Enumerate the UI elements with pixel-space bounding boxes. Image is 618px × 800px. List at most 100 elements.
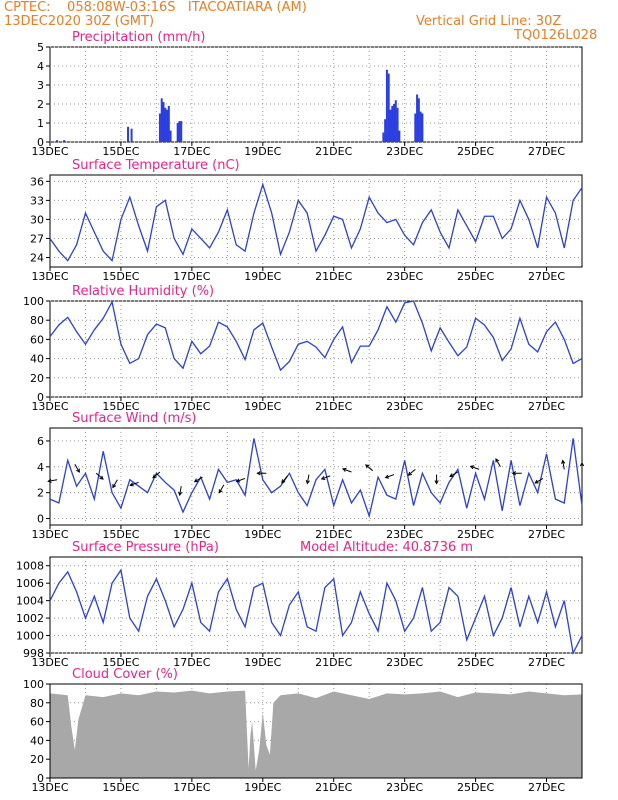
- precip-bar: [389, 109, 392, 142]
- wind-arrow-shaft: [74, 463, 80, 473]
- wind-arrow-head: [342, 467, 347, 472]
- wind-arrow-shaft: [470, 465, 480, 470]
- y-tick-label: 1004: [16, 595, 44, 608]
- x-tick-label: 25DEC: [457, 270, 494, 283]
- wind-arrow: [152, 471, 161, 479]
- wind-arrow-shaft: [281, 475, 289, 484]
- y-tick-label: 1006: [16, 577, 44, 590]
- x-tick-label: 17DEC: [173, 528, 210, 541]
- wind-arrow-head: [449, 473, 454, 477]
- x-tick-label: 19DEC: [244, 656, 281, 669]
- x-tick-label: 15DEC: [102, 656, 139, 669]
- y-tick-label: 1008: [16, 560, 44, 573]
- x-tick-label: 25DEC: [457, 145, 494, 158]
- x-tick-label: 15DEC: [102, 270, 139, 283]
- wind-arrow: [178, 486, 183, 497]
- y-tick-label: 27: [30, 232, 44, 245]
- precip-bar: [127, 126, 130, 142]
- x-tick-label: 23DEC: [386, 400, 423, 413]
- wind-arrow-shaft: [534, 478, 544, 484]
- x-tick-label: 17DEC: [173, 400, 210, 413]
- series-line: [49, 182, 583, 263]
- precip-bar: [416, 94, 419, 142]
- wind-arrow-head: [579, 461, 585, 467]
- precip-bar: [166, 109, 169, 142]
- precip-bar: [160, 98, 163, 142]
- x-tick-label: 21DEC: [315, 656, 352, 669]
- wind-arrow: [305, 474, 310, 485]
- precip-bar: [414, 113, 417, 142]
- y-tick-label: 4: [37, 461, 44, 474]
- wind-arrow: [449, 471, 459, 477]
- y-tick-label: 0: [37, 391, 44, 404]
- panel-frame: [49, 427, 583, 526]
- wind-arrow: [511, 471, 522, 476]
- panel-title: Cloud Cover (%): [72, 667, 178, 682]
- panel-frame: [49, 46, 583, 143]
- panel-1: 0 1 2 3 4 5 13DEC 15DEC 17DEC 19DEC 21DEC 23DEC 25DE…: [31, 30, 583, 158]
- precip-bar: [394, 100, 397, 142]
- y-tick-label: 100: [23, 678, 44, 691]
- x-tick-label: 13DEC: [31, 528, 68, 541]
- precip-bar: [385, 69, 388, 142]
- wind-arrow-head: [434, 480, 439, 485]
- x-tick-label: 19DEC: [244, 145, 281, 158]
- series-line: [49, 568, 583, 656]
- y-tick-label: 30: [30, 213, 44, 226]
- panel-frame: [49, 300, 583, 398]
- y-tick-label: 6: [37, 435, 44, 448]
- wind-arrow: [235, 477, 246, 483]
- wind-arrow: [74, 463, 80, 473]
- wind-arrow: [112, 479, 118, 489]
- precip-bar: [396, 107, 399, 142]
- x-tick-label: 19DEC: [244, 400, 281, 413]
- wind-arrow-head: [534, 479, 539, 484]
- precip-bar: [63, 140, 66, 142]
- x-tick-label: 27DEC: [528, 656, 565, 669]
- x-tick-label: 25DEC: [457, 400, 494, 413]
- y-tick-label: 1002: [16, 612, 44, 625]
- precip-bar: [393, 104, 396, 142]
- y-tick-label: 2: [37, 487, 44, 500]
- x-tick-label: 27DEC: [528, 781, 565, 794]
- precip-bar: [164, 107, 167, 142]
- y-tick-label: 40: [30, 353, 44, 366]
- wind-arrow-head: [495, 458, 500, 463]
- y-tick-label: 20: [30, 372, 44, 385]
- y-tick-label: 4: [37, 60, 44, 73]
- y-tick-label: 2: [37, 98, 44, 111]
- x-tick-label: 21DEC: [315, 145, 352, 158]
- header-station: CPTEC: 058:08W-03:16S ITACOATIARA (AM): [4, 0, 307, 15]
- header-grid-line: Vertical Grid Line: 30Z: [416, 14, 562, 29]
- x-tick-label: 17DEC: [173, 145, 210, 158]
- x-tick-label: 25DEC: [457, 528, 494, 541]
- y-tick-label: 60: [30, 333, 44, 346]
- panel-5: 998 1000 1002 1004 1006 1008 13DEC 15DEC 17DEC 19…: [16, 540, 583, 669]
- wind-arrow-head: [281, 479, 286, 484]
- precip-bar: [178, 121, 181, 142]
- precip-bar: [382, 132, 385, 142]
- precip-bar: [169, 130, 172, 142]
- y-tick-label: 40: [30, 734, 44, 747]
- wind-arrow-head: [384, 474, 390, 479]
- wind-arrow: [365, 464, 374, 472]
- precip-bar: [162, 102, 165, 142]
- y-tick-label: 36: [30, 175, 44, 188]
- y-tick-label: 0: [37, 136, 44, 149]
- wind-arrow-shaft: [95, 472, 104, 480]
- wind-arrow-shaft: [562, 460, 565, 470]
- x-tick-label: 13DEC: [31, 145, 68, 158]
- wind-arrow-shaft: [321, 475, 331, 480]
- x-tick-label: 27DEC: [528, 400, 565, 413]
- x-tick-label: 23DEC: [386, 145, 423, 158]
- x-tick-label: 27DEC: [528, 145, 565, 158]
- wind-arrow-head: [178, 491, 183, 497]
- y-tick-label: 0: [37, 513, 44, 526]
- x-tick-label: 19DEC: [244, 528, 281, 541]
- wind-arrow-shaft: [495, 458, 501, 468]
- precip-bar: [384, 119, 387, 142]
- wind-arrow-head: [320, 475, 326, 480]
- precip-bar: [421, 113, 424, 142]
- precip-bar: [158, 113, 161, 142]
- wind-arrow: [193, 476, 203, 483]
